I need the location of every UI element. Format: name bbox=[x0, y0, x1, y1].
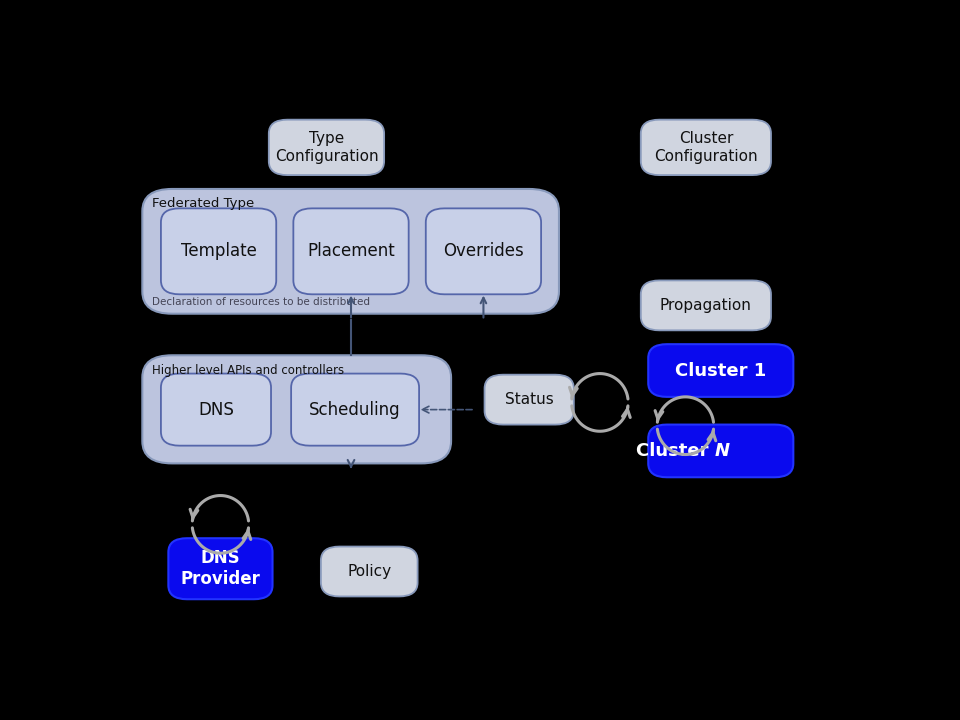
Text: Scheduling: Scheduling bbox=[309, 400, 401, 418]
FancyBboxPatch shape bbox=[142, 189, 559, 314]
Text: Cluster 1: Cluster 1 bbox=[675, 361, 766, 379]
Text: Type
Configuration: Type Configuration bbox=[275, 131, 378, 163]
FancyBboxPatch shape bbox=[168, 539, 273, 599]
FancyBboxPatch shape bbox=[426, 208, 541, 294]
FancyBboxPatch shape bbox=[269, 120, 384, 175]
Text: Higher level APIs and controllers: Higher level APIs and controllers bbox=[152, 364, 344, 377]
Text: N: N bbox=[715, 442, 730, 460]
Text: Cluster: Cluster bbox=[636, 442, 715, 460]
Text: Overrides: Overrides bbox=[444, 243, 524, 261]
Text: DNS
Provider: DNS Provider bbox=[180, 549, 260, 588]
FancyBboxPatch shape bbox=[641, 280, 771, 330]
FancyBboxPatch shape bbox=[142, 355, 451, 464]
FancyBboxPatch shape bbox=[291, 374, 420, 446]
FancyBboxPatch shape bbox=[648, 425, 793, 477]
FancyBboxPatch shape bbox=[321, 546, 418, 596]
Text: Cluster
Configuration: Cluster Configuration bbox=[654, 131, 757, 163]
Text: Placement: Placement bbox=[307, 243, 395, 261]
Text: Status: Status bbox=[505, 392, 554, 407]
FancyBboxPatch shape bbox=[641, 120, 771, 175]
FancyBboxPatch shape bbox=[485, 374, 574, 425]
Text: Template: Template bbox=[180, 243, 256, 261]
FancyBboxPatch shape bbox=[161, 208, 276, 294]
Text: Federated Type: Federated Type bbox=[152, 197, 254, 210]
Text: Propagation: Propagation bbox=[660, 298, 752, 313]
Text: Policy: Policy bbox=[348, 564, 392, 579]
FancyBboxPatch shape bbox=[294, 208, 409, 294]
FancyBboxPatch shape bbox=[161, 374, 271, 446]
FancyBboxPatch shape bbox=[648, 344, 793, 397]
Text: Declaration of resources to be distributed: Declaration of resources to be distribut… bbox=[152, 297, 370, 307]
Text: DNS: DNS bbox=[198, 400, 234, 418]
